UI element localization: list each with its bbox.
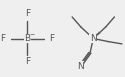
Text: +: + — [95, 31, 101, 36]
Text: F: F — [25, 9, 30, 18]
Text: F: F — [0, 34, 6, 43]
Text: F: F — [25, 57, 30, 66]
Text: F: F — [49, 34, 54, 43]
Text: −: − — [30, 31, 35, 36]
Text: N: N — [90, 34, 97, 43]
Text: N: N — [77, 62, 84, 71]
Text: B: B — [24, 34, 30, 43]
